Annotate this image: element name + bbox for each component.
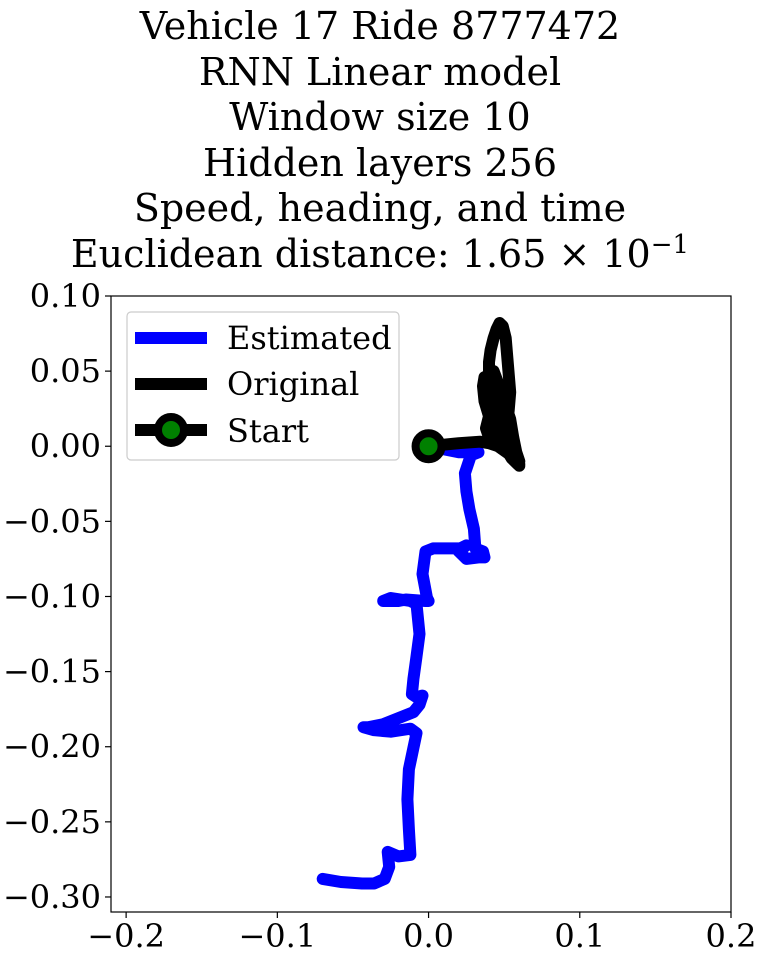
series-line-estimated (316, 440, 491, 890)
y-tick-label: −0.25 (3, 803, 101, 841)
title-line: Speed, heading, and time (133, 186, 627, 230)
start-marker (411, 429, 446, 464)
x-tick-label: −0.2 (87, 917, 165, 955)
legend-label-start: Start (227, 412, 309, 450)
y-tick-label: −0.30 (3, 878, 101, 916)
y-tick-label: 0.00 (30, 427, 101, 465)
y-tick-label: 0.05 (30, 352, 101, 390)
title-distance-exponent: −1 (650, 229, 690, 260)
x-tick-label: −0.1 (238, 917, 316, 955)
legend: Estimated Original Start (126, 311, 400, 461)
title-line: Vehicle 17 Ride 8777472 (139, 4, 621, 48)
chart-title: Vehicle 17 Ride 8777472 RNN Linear model… (0, 4, 760, 277)
x-tick-label: 0.2 (706, 917, 757, 955)
title-line: Hidden layers 256 (202, 140, 558, 185)
legend-label-estimated: Estimated (227, 319, 392, 357)
legend-box (126, 311, 400, 461)
x-tick-label: 0.1 (554, 917, 605, 955)
title-line: RNN Linear model (198, 49, 562, 94)
legend-swatch-start-marker (154, 413, 188, 447)
x-tick-label: 0.0 (403, 917, 454, 955)
y-tick-label: −0.15 (3, 653, 101, 691)
ticks-layer: −0.2 −0.1 0.0 0.1 0.2 0.10 0.05 0.00 −0.05 −0.10 −… (3, 277, 757, 955)
legend-label-original: Original (227, 365, 359, 403)
title-line: Window size 10 (229, 95, 531, 139)
series-line-original (422, 317, 526, 472)
series-layer (316, 317, 526, 890)
y-tick-label: −0.05 (3, 502, 101, 540)
y-tick-label: −0.10 (3, 577, 101, 615)
y-tick-label: 0.10 (30, 277, 101, 315)
title-line-distance: Euclidean distance: 1.65 × 10−1 (0, 232, 760, 278)
title-distance-prefix: Euclidean distance: 1.65 × 10 (70, 231, 651, 276)
plot-frame (110, 295, 732, 913)
y-tick-label: −0.20 (3, 728, 101, 766)
